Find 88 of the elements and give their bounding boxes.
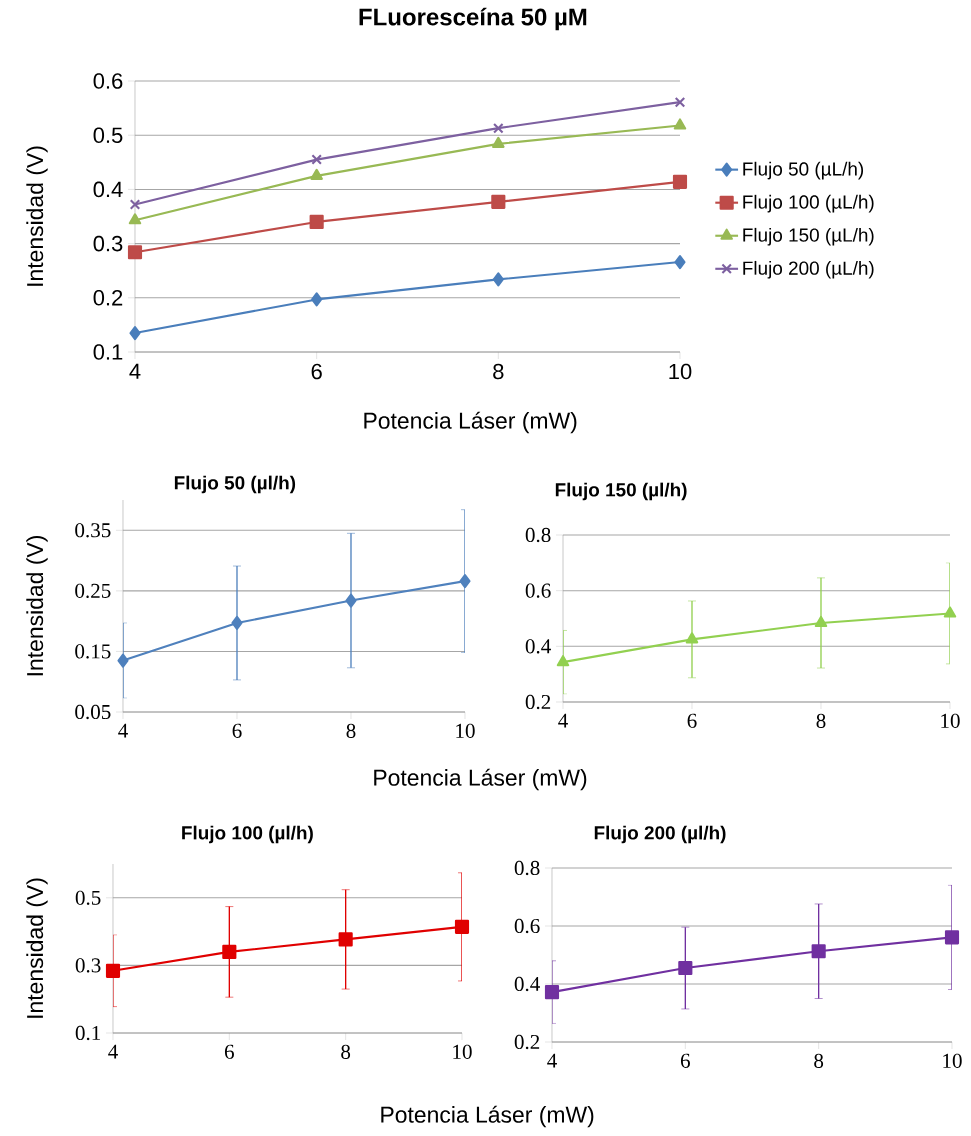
y-tick-label: 0.4: [514, 976, 540, 992]
y-tick-label: 0.2: [514, 1034, 540, 1050]
x-axis-title: Potencia Láser (mW): [364, 411, 577, 434]
y-tick-label: 0.1: [93, 344, 123, 360]
y-tick-label: 0.6: [514, 918, 540, 934]
y-tick-label: 0.4: [93, 181, 123, 198]
y-tick-label: 0.4: [525, 639, 551, 654]
x-tick-label: 4: [547, 1053, 557, 1068]
y-tick-label: 0.2: [93, 290, 123, 306]
y-tick-label: 0.3: [93, 235, 123, 252]
point: [454, 919, 470, 934]
point: [685, 632, 699, 644]
chart-title: Flujo 100 (µl/h): [182, 825, 313, 844]
point: [105, 963, 121, 978]
point: [556, 655, 570, 667]
y-tick-label: 0.5: [75, 890, 101, 905]
x-tick-label: 6: [311, 363, 322, 380]
x-tick-label: 6: [232, 723, 242, 738]
y-tick-label: 0.35: [75, 523, 111, 538]
chart-title: Flujo 50 (µl/h): [174, 475, 296, 494]
point: [678, 960, 693, 976]
point: [231, 615, 243, 631]
point: [674, 254, 686, 270]
y-tick-label: 0.6: [93, 73, 123, 89]
legend-label: Flujo 100 (µL/h): [743, 194, 874, 213]
legend-label: Flujo 200 (µL/h): [743, 260, 874, 279]
x-tick-label: 4: [118, 723, 128, 738]
point: [493, 122, 504, 134]
y-tick-label: 0.15: [75, 644, 111, 659]
y-tick-label: 0.8: [525, 527, 551, 543]
y-axis-title: Intensidad (V): [26, 878, 48, 1018]
point: [345, 593, 357, 608]
point: [338, 932, 353, 947]
x-tick-label: 4: [108, 1044, 118, 1059]
y-tick-label: 0.2: [525, 694, 551, 710]
x-axis-title: Potencia Láser (mW): [381, 1105, 594, 1128]
y-tick-label: 0.8: [514, 860, 540, 876]
point: [544, 985, 560, 1000]
point: [672, 174, 688, 189]
point: [492, 272, 504, 287]
x-tick-label: 4: [558, 713, 568, 728]
chart-title: FLuoresceína 50 µM: [359, 7, 587, 31]
point: [129, 325, 141, 341]
point: [673, 118, 687, 130]
point: [943, 606, 957, 618]
legend-label: Flujo 50 (µL/h): [743, 161, 864, 180]
y-tick-label: 0.25: [75, 583, 111, 599]
point: [310, 168, 323, 180]
point: [309, 214, 324, 229]
x-tick-label: 10: [453, 1044, 472, 1059]
point: [459, 574, 471, 589]
y-tick-label: 0.6: [525, 583, 551, 598]
x-tick-label: 8: [814, 1053, 824, 1068]
chart-title: Flujo 200 (µl/h): [594, 825, 726, 844]
point: [222, 944, 237, 959]
point: [311, 292, 323, 307]
x-tick-label: 10: [669, 363, 692, 380]
x-tick-label: 8: [346, 723, 356, 738]
y-tick-label: 0.05: [75, 704, 111, 720]
point: [814, 615, 828, 628]
y-tick-label: 0.1: [75, 1025, 101, 1041]
x-tick-label: 10: [943, 1053, 962, 1068]
point: [491, 194, 506, 209]
point: [811, 944, 826, 959]
y-axis-title: Intensidad (V): [26, 146, 48, 286]
point: [128, 213, 142, 225]
x-tick-label: 10: [456, 723, 475, 738]
x-tick-label: 8: [341, 1044, 351, 1059]
point: [129, 199, 141, 210]
x-tick-label: 6: [224, 1044, 234, 1059]
x-tick-label: 6: [687, 713, 697, 728]
point: [674, 96, 686, 108]
y-tick-label: 0.3: [75, 958, 101, 973]
point: [944, 930, 960, 945]
y-axis-title: Intensidad (V): [26, 536, 48, 676]
point: [117, 653, 129, 668]
y-tick-label: 0.5: [93, 127, 123, 143]
x-tick-label: 10: [941, 713, 960, 728]
x-tick-label: 8: [493, 363, 504, 380]
point: [311, 154, 322, 165]
x-tick-label: 4: [129, 363, 141, 379]
x-axis-title: Potencia Láser (mW): [374, 768, 587, 791]
point: [492, 136, 505, 148]
point: [127, 245, 143, 260]
chart-title: Flujo 150 (µl/h): [555, 482, 687, 501]
legend-label: Flujo 150 (µL/h): [743, 227, 874, 246]
x-tick-label: 8: [816, 713, 826, 728]
x-tick-label: 6: [680, 1053, 690, 1068]
